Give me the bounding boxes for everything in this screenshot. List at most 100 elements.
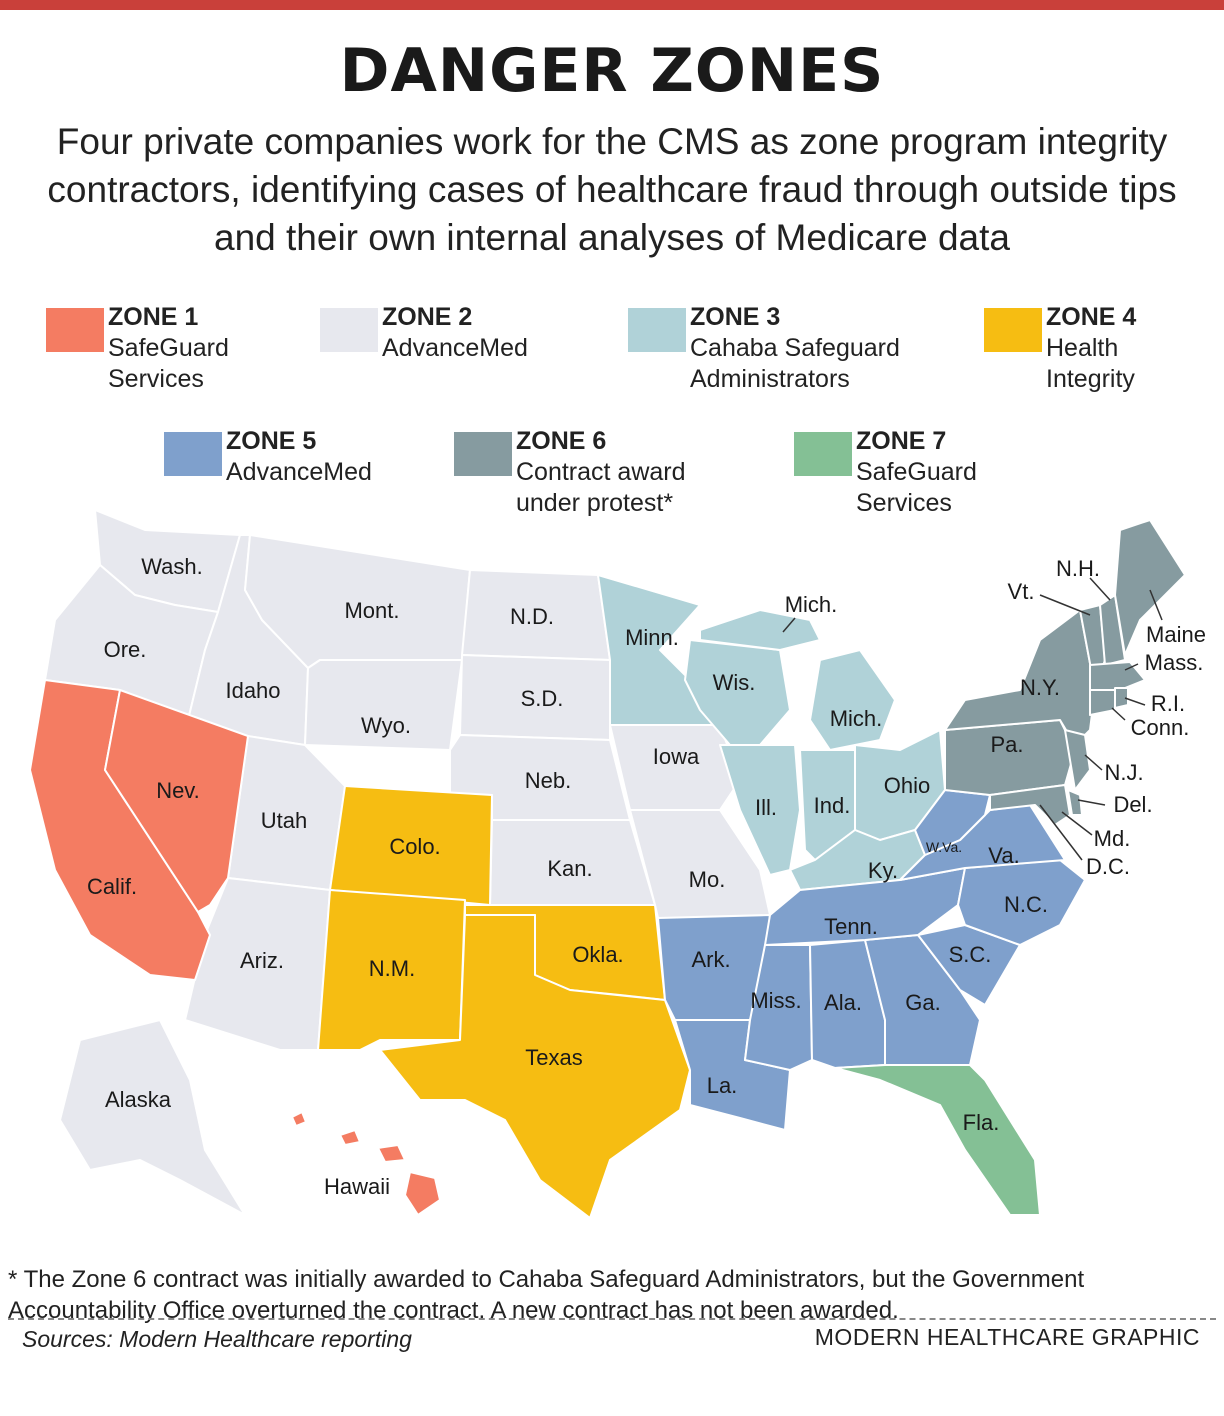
state-label-utah: Utah xyxy=(261,808,307,833)
legend-zone-name: ZONE 3 xyxy=(690,303,781,331)
state-label-ind: Ind. xyxy=(814,793,851,818)
state-label-tenn: Tenn. xyxy=(824,914,878,939)
state-label-nc: N.C. xyxy=(1004,892,1048,917)
state-shape-nj xyxy=(1064,729,1091,791)
leader-line-ri xyxy=(1124,697,1146,706)
state-label-mont: Mont. xyxy=(344,598,399,623)
leader-line-nh xyxy=(1089,577,1111,601)
state-label-okla: Okla. xyxy=(572,942,623,967)
state-label-mich: Mich. xyxy=(830,706,883,731)
state-label-ri: R.I. xyxy=(1151,691,1185,716)
state-label-ore: Ore. xyxy=(104,637,147,662)
state-shape-mich-up xyxy=(699,609,821,651)
legend-zone-name: ZONE 7 xyxy=(856,427,947,455)
leader-line-del xyxy=(1077,799,1106,806)
state-label-la: La. xyxy=(707,1073,738,1098)
state-shape-hawaii-3 xyxy=(377,1144,406,1163)
legend-zone-contractor: Contract award under protest* xyxy=(516,458,686,517)
state-label-md: Md. xyxy=(1094,826,1131,851)
legend-zone-name: ZONE 4 xyxy=(1046,303,1137,331)
state-shape-nev xyxy=(104,689,249,913)
legend-zone-contractor: SafeGuard Services xyxy=(108,334,229,393)
state-label-maine: Maine xyxy=(1146,622,1206,647)
state-label-wash: Wash. xyxy=(141,554,203,579)
state-shape-hawaii-1 xyxy=(291,1111,307,1127)
leader-line-mass xyxy=(1124,663,1139,671)
state-label-idaho: Idaho xyxy=(225,678,280,703)
state-label-texas: Texas xyxy=(525,1045,582,1070)
state-label-ark: Ark. xyxy=(691,947,730,972)
state-label-wis: Wis. xyxy=(713,670,756,695)
state-label-ky: Ky. xyxy=(868,858,898,883)
us-zone-map: Wash. Ore. Calif. Nev. Idaho Mont. Wyo. … xyxy=(29,509,1206,1219)
state-label-del: Del. xyxy=(1113,792,1152,817)
page-title: DANGER ZONES xyxy=(339,36,885,106)
state-label-ill: Ill. xyxy=(755,795,777,820)
state-label-dc: D.C. xyxy=(1086,854,1130,879)
state-label-ohio: Ohio xyxy=(884,773,930,798)
state-shape-hawaii-4 xyxy=(404,1171,441,1216)
state-label-alaska: Alaska xyxy=(105,1087,172,1112)
legend-zone-contractor: SafeGuard Services xyxy=(856,458,977,517)
leader-line-vt xyxy=(1039,594,1091,616)
state-shape-alaska xyxy=(59,1019,246,1216)
state-label-calif: Calif. xyxy=(87,874,137,899)
state-shape-mass xyxy=(1089,661,1146,691)
state-shape-del xyxy=(1067,789,1083,816)
leader-line-md xyxy=(1061,811,1093,836)
state-label-ala: Ala. xyxy=(824,990,862,1015)
leader-lines xyxy=(782,577,1163,861)
legend-swatch-zone-3 xyxy=(628,308,686,352)
state-label-nm: N.M. xyxy=(369,956,415,981)
legend-swatch-zone-2 xyxy=(320,308,378,352)
state-label-mo: Mo. xyxy=(689,867,726,892)
legend-zone-name: ZONE 2 xyxy=(382,303,473,331)
legend-zone-contractor: AdvanceMed xyxy=(382,334,528,362)
state-shape-maine xyxy=(1114,519,1186,656)
state-label-mich-up: Mich. xyxy=(785,592,838,617)
state-shape-mich xyxy=(809,649,896,751)
state-label-nd: N.D. xyxy=(510,604,554,629)
legend-swatch-zone-1 xyxy=(46,308,104,352)
state-label-vt: Vt. xyxy=(1008,579,1035,604)
legend-zone-contractor: Cahaba Safeguard Administrators xyxy=(690,334,900,393)
legend-zone-contractor: Health Integrity xyxy=(1046,334,1135,393)
state-shape-wyo xyxy=(304,659,463,751)
state-label-va: Va. xyxy=(988,843,1019,868)
legend-swatch-zone-4 xyxy=(984,308,1042,352)
state-label-sd: S.D. xyxy=(521,686,564,711)
leader-line-dc xyxy=(1039,804,1083,861)
legend-zone-contractor: AdvanceMed xyxy=(226,458,372,486)
leader-line-mich-up xyxy=(782,617,796,633)
state-label-kan: Kan. xyxy=(547,856,592,881)
legend-zone-name: ZONE 6 xyxy=(516,427,607,455)
state-shape-conn xyxy=(1089,689,1116,716)
top-accent-bar xyxy=(0,0,1224,10)
state-shape-ri xyxy=(1114,687,1129,709)
state-label-pa: Pa. xyxy=(990,732,1023,757)
state-label-iowa: Iowa xyxy=(653,744,700,769)
state-label-minn: Minn. xyxy=(625,625,679,650)
state-label-fla: Fla. xyxy=(963,1110,1000,1135)
legend-swatch-zone-6 xyxy=(454,432,512,476)
divider-dashed xyxy=(8,1318,1216,1320)
state-label-ariz: Ariz. xyxy=(240,948,284,973)
state-label-nev: Nev. xyxy=(156,778,200,803)
state-shape-sc xyxy=(917,924,1021,1006)
state-shape-nh xyxy=(1099,594,1126,666)
state-label-nj: N.J. xyxy=(1104,760,1143,785)
leader-line-maine xyxy=(1149,589,1163,621)
state-label-wva: W.Va. xyxy=(926,839,962,855)
legend-swatch-zone-7 xyxy=(794,432,852,476)
state-shape-texas xyxy=(379,914,691,1219)
state-label-ny: N.Y. xyxy=(1020,675,1060,700)
leader-line-conn xyxy=(1111,707,1126,721)
state-shape-hawaii-2 xyxy=(339,1129,361,1146)
sources-line: Sources: Modern Healthcare reporting xyxy=(22,1326,412,1352)
state-label-neb: Neb. xyxy=(525,768,571,793)
footnote: * The Zone 6 contract was initially awar… xyxy=(8,1266,1085,1324)
page-subtitle: Four private companies work for the CMS … xyxy=(47,121,1177,258)
state-label-mass: Mass. xyxy=(1145,650,1204,675)
state-label-hawaii: Hawaii xyxy=(324,1174,390,1199)
state-label-wyo: Wyo. xyxy=(361,713,411,738)
